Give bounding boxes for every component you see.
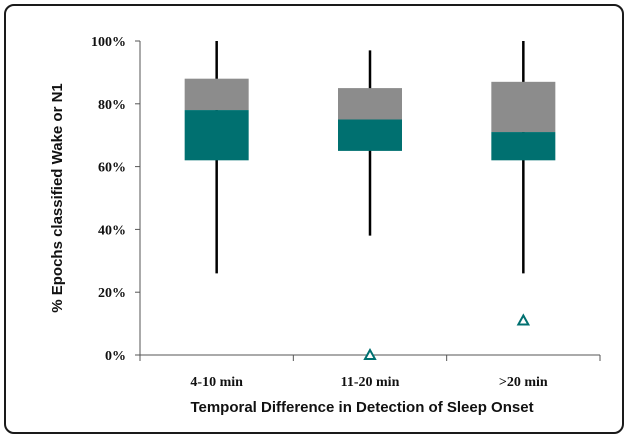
x-tick-label: >20 min — [499, 375, 548, 390]
y-tick-label: 40% — [98, 223, 126, 238]
y-axis-ticks: 0% 20% 40% 60% 80% 100% — [91, 35, 140, 364]
lower-box-segment — [184, 110, 249, 161]
box-plot-chart: 0% 20% 40% 60% 80% 100% 4-10 min 11-20 min >20 … — [49, 35, 601, 416]
outlier-marker — [516, 313, 531, 326]
upper-box-segment — [491, 81, 556, 133]
outlier-marker — [363, 347, 377, 360]
y-tick-label: 20% — [98, 286, 126, 301]
lower-box-segment — [491, 132, 556, 161]
upper-box-segment — [184, 78, 249, 111]
y-tick-label: 60% — [98, 161, 126, 176]
y-tick-label: 80% — [98, 98, 126, 113]
x-tick-label: 4-10 min — [190, 375, 243, 390]
lower-box-segment — [338, 119, 402, 151]
x-axis-ticks: 4-10 min 11-20 min >20 min — [139, 355, 601, 390]
y-tick-label: 0% — [105, 349, 126, 364]
x-tick-label: 11-20 min — [341, 375, 400, 390]
box-group — [338, 50, 402, 360]
box-series — [184, 41, 556, 360]
box-group — [491, 41, 556, 326]
y-tick-label: 100% — [91, 35, 126, 50]
x-axis-title: Temporal Difference in Detection of Slee… — [190, 399, 533, 416]
y-axis-title: % Epochs classified Wake or N1 — [49, 83, 66, 313]
upper-box-segment — [338, 88, 402, 120]
box-group — [184, 41, 249, 274]
